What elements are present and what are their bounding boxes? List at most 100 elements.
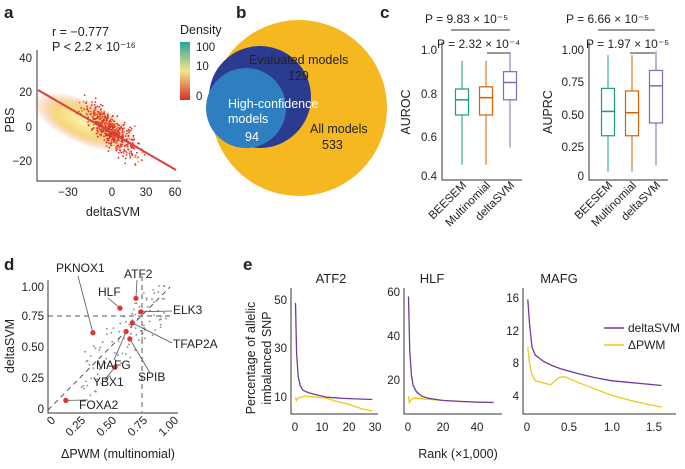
all-models-label: All models xyxy=(310,122,368,136)
scatter-point xyxy=(105,135,107,137)
panel-d-axes xyxy=(48,280,178,413)
leader-line xyxy=(130,339,150,373)
scatter-point xyxy=(98,128,100,130)
background-point xyxy=(163,312,165,314)
subplot-axes-hlf xyxy=(404,288,502,414)
scatter-point xyxy=(90,113,92,115)
scatter-point xyxy=(109,123,111,125)
legend-label-deltasvm: deltaSVM xyxy=(628,321,680,335)
tf-label-spib: SPIB xyxy=(138,370,165,384)
scatter-point xyxy=(128,132,130,134)
scatter-point xyxy=(119,134,121,136)
scatter-point xyxy=(81,110,83,112)
scatter-point xyxy=(110,118,112,120)
panel-b: b Evaluated models 129 High-confidence m… xyxy=(206,3,387,196)
tf-label-pknox1: PKNOX1 xyxy=(56,261,105,275)
leader-line xyxy=(114,332,126,360)
scatter-point xyxy=(129,149,131,151)
scatter-point xyxy=(96,129,98,131)
scatter-point xyxy=(112,115,114,117)
background-point xyxy=(125,321,127,323)
background-point xyxy=(158,285,160,287)
auroc-ytick: 0.6 xyxy=(421,132,437,144)
scatter-point xyxy=(128,129,130,131)
d-xtick: 0.75 xyxy=(126,415,150,439)
background-point xyxy=(158,291,160,293)
subplot-title-atf2: ATF2 xyxy=(316,271,347,286)
scatter-point xyxy=(118,132,120,134)
background-point xyxy=(95,347,97,349)
scatter-point xyxy=(96,127,98,129)
scatter-point xyxy=(144,154,146,156)
e-xtick: 0 xyxy=(292,422,298,434)
scatter-point xyxy=(133,136,135,138)
e-xtick: 20 xyxy=(437,422,450,434)
scatter-point xyxy=(97,106,99,108)
d-xtick: 0.50 xyxy=(95,415,119,439)
background-point xyxy=(152,289,154,291)
scatter-point xyxy=(137,161,139,163)
d-diagonal xyxy=(48,287,170,410)
a-xlabel: deltaSVM xyxy=(86,205,140,219)
scatter-point xyxy=(80,107,82,109)
scatter-point xyxy=(84,94,86,96)
scatter-point xyxy=(109,137,111,139)
background-point xyxy=(106,333,108,335)
background-point xyxy=(143,325,145,327)
scatter-point xyxy=(117,124,119,126)
subplot-mafg: MAFG 16 12 8 4 0 0.5 1.0 1.5 deltaSVM ΔP… xyxy=(506,271,680,434)
correlation-r: r = −0.777 xyxy=(52,25,109,39)
scatter-point xyxy=(126,152,128,154)
scatter-point xyxy=(94,118,96,120)
background-point xyxy=(164,285,166,287)
tf-label-ybx1: YBX1 xyxy=(93,375,124,389)
scatter-point xyxy=(136,152,138,154)
e-xtick: 10 xyxy=(316,422,329,434)
auprc-ytick: 0 xyxy=(578,171,584,183)
scatter-point xyxy=(78,111,80,113)
auprc-ytick: 0.75 xyxy=(562,77,584,89)
e-ytick: 4 xyxy=(513,391,520,403)
subplot-atf2: ATF2 50 30 10 0 10 20 30 xyxy=(274,271,381,434)
scatter-point xyxy=(83,101,85,103)
scatter-point xyxy=(86,108,88,110)
background-point xyxy=(130,333,132,335)
d-ytick: 0 xyxy=(38,404,44,416)
scatter-point xyxy=(110,126,112,128)
leader-line xyxy=(136,280,137,298)
scatter-point xyxy=(135,155,137,157)
background-point xyxy=(128,344,130,346)
e-ytick: 50 xyxy=(274,295,287,307)
panel-e-label: e xyxy=(243,255,252,274)
scatter-point xyxy=(98,118,100,120)
background-point xyxy=(160,324,162,326)
scatter-point xyxy=(118,157,120,159)
scatter-point xyxy=(117,140,119,142)
scatter-point xyxy=(115,148,117,150)
e-ytick: 30 xyxy=(274,343,287,355)
high-confidence-label-line2: models xyxy=(228,112,268,126)
subplot-hlf: HLF 60 40 20 0 20 40 xyxy=(387,271,502,434)
d-xtick: 1.00 xyxy=(157,415,181,439)
background-point xyxy=(102,341,104,343)
e-xtick: 0 xyxy=(524,422,530,434)
scatter-point xyxy=(134,163,136,165)
all-models-count: 533 xyxy=(322,138,343,152)
scatter-point xyxy=(134,125,136,127)
background-point xyxy=(90,378,92,380)
scatter-point xyxy=(97,116,99,118)
density-legend-title: Density xyxy=(180,23,222,37)
scatter-point xyxy=(132,154,134,156)
scatter-point xyxy=(97,131,99,133)
background-point xyxy=(83,388,85,390)
panel-d: d PKNOX1 ATF2 HLF ELK3 TFAP2A MAFG SPIB … xyxy=(3,255,218,461)
scatter-point xyxy=(87,121,89,123)
e-xlabel: Rank (×1,000) xyxy=(418,447,498,461)
d-xlabel: ΔPWM (multinomial) xyxy=(61,447,175,461)
scatter-point xyxy=(110,134,112,136)
evaluated-models-label: Evaluated models xyxy=(249,53,348,67)
background-point xyxy=(99,347,101,349)
e-xtick: 40 xyxy=(471,422,484,434)
scatter-point xyxy=(141,159,143,161)
background-point xyxy=(139,306,141,308)
